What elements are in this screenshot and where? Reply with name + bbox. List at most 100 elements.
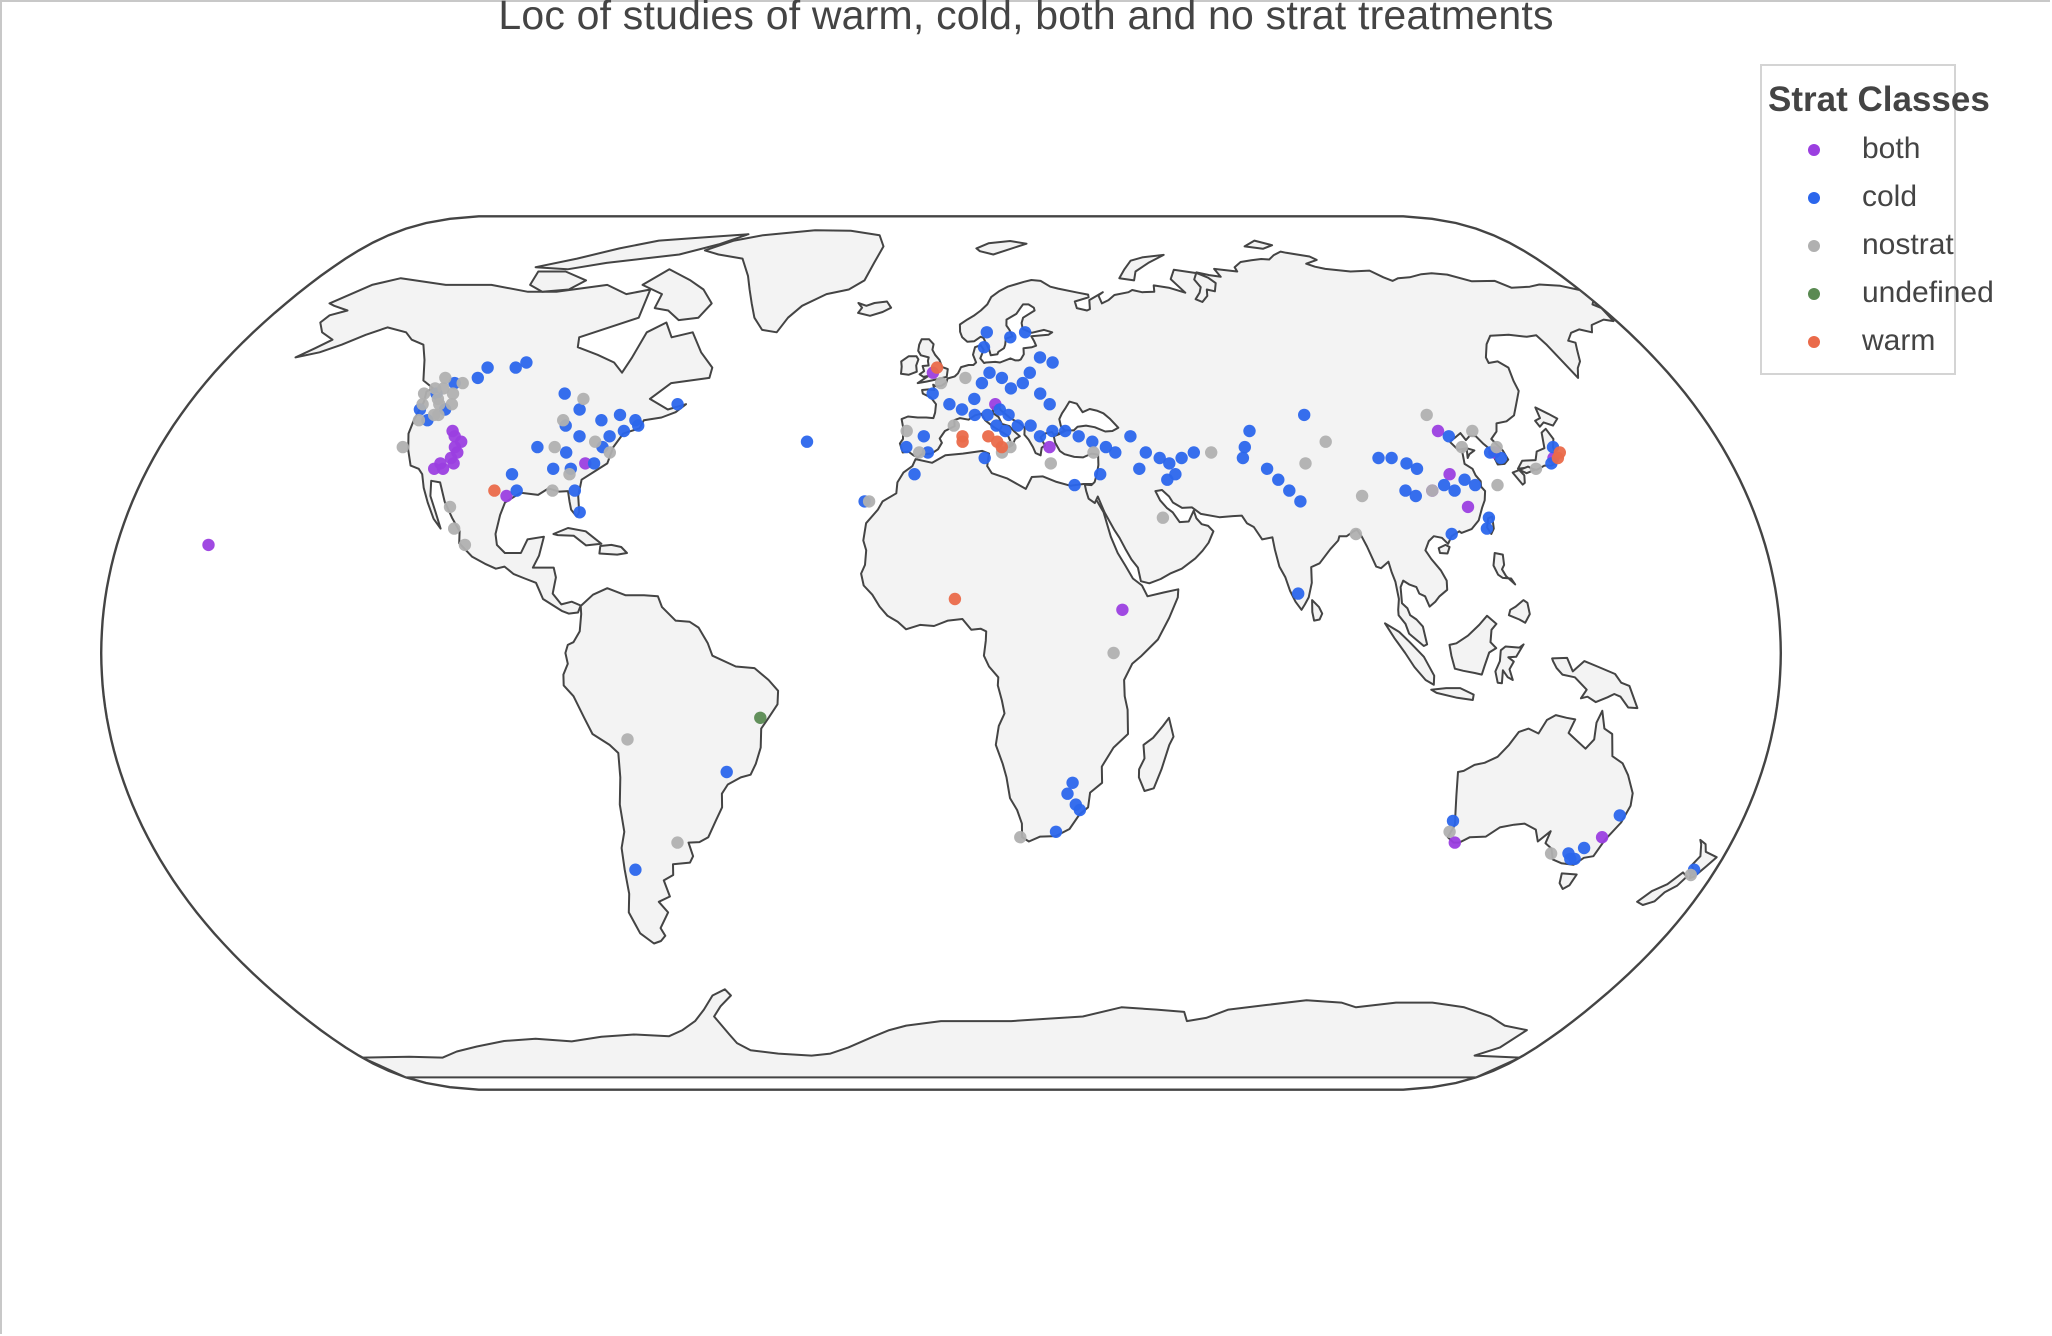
study-point-both[interactable] <box>446 424 459 438</box>
study-point-cold[interactable] <box>1613 809 1627 822</box>
study-point-cold[interactable] <box>1236 451 1250 465</box>
study-point-nostrat[interactable] <box>1349 527 1363 541</box>
legend-item-warm[interactable]: warm <box>1762 322 1952 362</box>
study-point-cold[interactable] <box>968 408 981 422</box>
study-point-cold[interactable] <box>943 398 956 411</box>
study-point-nostrat[interactable] <box>1156 511 1170 524</box>
study-point-cold[interactable] <box>1004 382 1018 395</box>
study-point-nostrat[interactable] <box>456 376 469 390</box>
study-point-cold[interactable] <box>1046 356 1059 369</box>
study-point-nostrat[interactable] <box>437 382 450 395</box>
study-point-nostrat[interactable] <box>1544 847 1558 860</box>
study-point-cold[interactable] <box>1033 351 1047 364</box>
study-point-nostrat[interactable] <box>416 398 429 411</box>
study-point-cold[interactable] <box>573 506 586 519</box>
study-point-both[interactable] <box>1461 500 1475 514</box>
study-point-cold[interactable] <box>1072 430 1085 443</box>
study-point-cold[interactable] <box>1243 424 1256 438</box>
study-point-nostrat[interactable] <box>417 387 431 400</box>
study-point-warm[interactable] <box>1553 446 1567 459</box>
study-point-nostrat[interactable] <box>563 468 576 481</box>
study-point-cold[interactable] <box>1442 430 1456 443</box>
study-point-nostrat[interactable] <box>1529 462 1543 475</box>
study-point-cold[interactable] <box>1018 326 1032 339</box>
study-point-nostrat[interactable] <box>1490 440 1503 454</box>
study-point-cold[interactable] <box>603 430 616 443</box>
study-point-both[interactable] <box>455 435 468 448</box>
study-point-nostrat[interactable] <box>433 398 446 411</box>
study-point-cold[interactable] <box>978 451 991 465</box>
study-point-nostrat[interactable] <box>443 500 457 514</box>
study-point-cold[interactable] <box>1061 787 1074 800</box>
study-point-cold[interactable] <box>1283 484 1296 497</box>
study-point-nostrat[interactable] <box>396 440 409 454</box>
study-point-cold[interactable] <box>926 387 939 400</box>
legend-item-nostrat[interactable]: nostrat <box>1762 226 1954 266</box>
study-point-nostrat[interactable] <box>1355 489 1369 503</box>
study-point-cold[interactable] <box>671 398 684 411</box>
study-point-cold[interactable] <box>505 468 519 481</box>
study-point-nostrat[interactable] <box>439 371 452 385</box>
study-point-cold[interactable] <box>908 468 921 481</box>
study-point-both[interactable] <box>428 462 441 475</box>
study-point-cold[interactable] <box>1033 430 1047 443</box>
study-point-cold[interactable] <box>1068 478 1081 492</box>
study-point-nostrat[interactable] <box>548 440 561 454</box>
study-point-nostrat[interactable] <box>458 538 472 552</box>
study-point-cold[interactable] <box>520 356 533 369</box>
study-point-cold[interactable] <box>900 440 913 454</box>
study-point-both[interactable] <box>579 457 592 470</box>
study-point-nostrat[interactable] <box>603 446 616 459</box>
study-point-cold[interactable] <box>981 408 994 422</box>
study-point-cold[interactable] <box>968 392 981 406</box>
study-point-cold[interactable] <box>1494 451 1508 465</box>
study-point-cold[interactable] <box>1568 852 1581 866</box>
study-point-cold[interactable] <box>1469 478 1482 492</box>
study-point-nostrat[interactable] <box>862 495 876 508</box>
study-point-warm[interactable] <box>956 435 969 448</box>
study-point-cold[interactable] <box>510 484 523 497</box>
study-point-cold[interactable] <box>1448 484 1461 497</box>
study-point-nostrat[interactable] <box>913 446 926 459</box>
study-point-cold[interactable] <box>1153 451 1166 465</box>
study-point-cold[interactable] <box>1043 398 1056 411</box>
study-point-nostrat[interactable] <box>448 522 461 535</box>
study-point-cold[interactable] <box>1073 803 1087 817</box>
study-point-both[interactable] <box>1116 603 1129 616</box>
study-point-cold[interactable] <box>1187 446 1201 459</box>
study-point-nostrat[interactable] <box>432 408 445 422</box>
study-point-cold[interactable] <box>1099 440 1113 454</box>
study-point-warm[interactable] <box>930 361 944 374</box>
study-point-cold[interactable] <box>983 366 996 379</box>
study-point-cold[interactable] <box>917 430 930 443</box>
study-point-cold[interactable] <box>1163 457 1176 470</box>
study-point-nostrat[interactable] <box>671 836 684 849</box>
study-point-cold[interactable] <box>1458 473 1471 486</box>
study-point-cold[interactable] <box>1049 825 1063 838</box>
study-point-cold[interactable] <box>595 414 608 427</box>
study-point-cold[interactable] <box>509 361 522 374</box>
study-point-cold[interactable] <box>955 403 969 416</box>
study-point-cold[interactable] <box>1272 473 1285 486</box>
study-point-nostrat[interactable] <box>1420 408 1433 422</box>
study-point-cold[interactable] <box>1086 435 1099 448</box>
study-point-nostrat[interactable] <box>1107 646 1120 660</box>
study-point-cold[interactable] <box>573 430 586 443</box>
study-point-cold[interactable] <box>560 446 573 459</box>
study-point-nostrat[interactable] <box>1426 484 1439 497</box>
study-point-nostrat[interactable] <box>1087 446 1100 459</box>
study-point-cold[interactable] <box>995 371 1009 385</box>
study-point-cold[interactable] <box>547 462 560 475</box>
study-point-cold[interactable] <box>1372 451 1385 465</box>
study-point-cold[interactable] <box>629 863 642 876</box>
study-point-cold[interactable] <box>980 326 993 339</box>
study-point-cold[interactable] <box>720 765 733 779</box>
study-point-cold[interactable] <box>1480 522 1494 535</box>
legend-item-cold[interactable]: cold <box>1762 178 1952 218</box>
study-point-warm[interactable] <box>488 484 501 497</box>
study-point-cold[interactable] <box>1011 419 1024 432</box>
study-point-both[interactable] <box>202 538 215 552</box>
study-point-cold[interactable] <box>1238 440 1252 454</box>
study-point-cold[interactable] <box>1024 419 1037 432</box>
study-point-cold[interactable] <box>1409 489 1423 503</box>
